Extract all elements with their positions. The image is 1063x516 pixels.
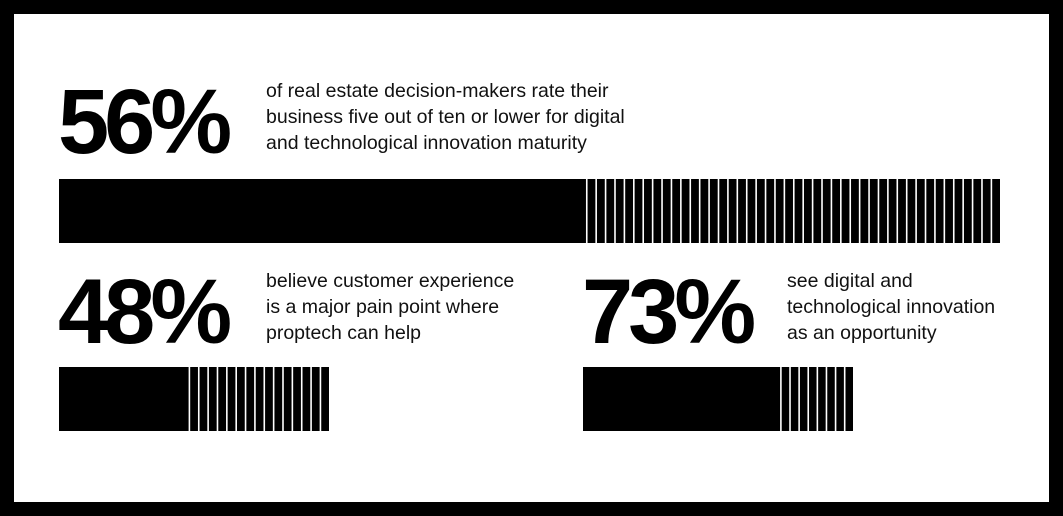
- progress-bar-remainder-segment: [756, 179, 765, 243]
- progress-bar-remainder-segment: [719, 179, 728, 243]
- progress-bar-remainder-segment: [898, 179, 906, 243]
- stat-2-progress-bar: [59, 367, 329, 431]
- progress-bar-remainder-segment: [963, 179, 972, 243]
- progress-bar-remainder-segment: [738, 179, 746, 243]
- stat-3-progress-bar: [583, 367, 853, 431]
- progress-bar-remainder-segment: [218, 367, 227, 431]
- progress-bar-remainder-segment: [321, 367, 329, 431]
- progress-bar-remainder-segment: [845, 367, 853, 431]
- progress-bar-remainder-segment: [935, 179, 944, 243]
- progress-bar-remainder-segment: [869, 179, 878, 243]
- progress-bar-remainder-segment: [818, 367, 826, 431]
- progress-bar-remainder-segment: [781, 367, 790, 431]
- stat-2-description-line: is a major pain point where: [266, 296, 500, 318]
- progress-bar-fill: [59, 179, 586, 243]
- progress-bar-remainder-segment: [860, 179, 869, 243]
- progress-bar-remainder-segment: [973, 179, 982, 243]
- stat-3-percentage: 73%: [582, 261, 756, 363]
- progress-bar-remainder-segment: [954, 179, 963, 243]
- progress-bar-remainder-segment: [841, 179, 850, 243]
- progress-bar-remainder-segment: [606, 179, 615, 243]
- progress-bar-remainder-segment: [888, 179, 897, 243]
- progress-bar-remainder-segment: [785, 179, 793, 243]
- progress-bar-remainder-segment: [832, 179, 841, 243]
- stat-3-description-line: as an opportunity: [787, 322, 937, 344]
- stat-1-description-line: business five out of ten or lower for di…: [266, 106, 625, 128]
- progress-bar-remainder-segment: [813, 179, 822, 243]
- progress-bar-remainder-segment: [700, 179, 709, 243]
- progress-bar-remainder-segment: [790, 367, 799, 431]
- progress-bar-remainder-segment: [237, 367, 245, 431]
- progress-bar-remainder-segment: [794, 179, 803, 243]
- progress-bar-remainder-segment: [822, 179, 831, 243]
- stat-3-description: see digital and technological innovation…: [787, 268, 995, 346]
- progress-bar-remainder-segment: [803, 179, 812, 243]
- progress-bar-remainder-segment: [199, 367, 208, 431]
- progress-bar-remainder-segment: [311, 367, 320, 431]
- progress-bar-remainder-segment: [662, 179, 671, 243]
- progress-bar-remainder-segment: [747, 179, 756, 243]
- progress-bar-remainder-segment: [587, 179, 596, 243]
- progress-bar-remainder-segment: [190, 367, 198, 431]
- progress-bar-remainder-segment: [208, 367, 217, 431]
- progress-bar-remainder-segment: [809, 367, 817, 431]
- progress-bar-remainder-segment: [274, 367, 283, 431]
- progress-bar-svg: [59, 367, 329, 431]
- stat-3-description-line: technological innovation: [787, 296, 996, 318]
- progress-bar-remainder-segment: [672, 179, 681, 243]
- progress-bar-remainder-segment: [945, 179, 953, 243]
- stat-3-description-line: see digital and: [787, 270, 913, 292]
- progress-bar-remainder-segment: [293, 367, 301, 431]
- progress-bar-remainder-segment: [691, 179, 699, 243]
- progress-bar-remainder-segment: [836, 367, 844, 431]
- progress-bar-remainder-segment: [255, 367, 264, 431]
- progress-bar-remainder-segment: [907, 179, 916, 243]
- stat-2-description-line: proptech can help: [266, 322, 422, 344]
- progress-bar-remainder-segment: [634, 179, 643, 243]
- progress-bar-fill: [583, 367, 781, 431]
- progress-bar-remainder-segment: [916, 179, 925, 243]
- progress-bar-remainder-segment: [227, 367, 236, 431]
- progress-bar-remainder-segment: [681, 179, 690, 243]
- progress-bar-remainder-segment: [775, 179, 784, 243]
- progress-bar-svg: [59, 179, 1000, 243]
- progress-bar-remainder-segment: [644, 179, 652, 243]
- stat-2-description: believe customer experience is a major p…: [266, 268, 514, 346]
- infographic-card: 56% of real estate decision-makers rate …: [14, 14, 1049, 502]
- progress-bar-remainder-segment: [728, 179, 737, 243]
- progress-bar-remainder-segment: [302, 367, 311, 431]
- progress-bar-remainder-segment: [596, 179, 605, 243]
- stat-1-percentage: 56%: [58, 71, 232, 173]
- progress-bar-svg: [583, 367, 853, 431]
- progress-bar-remainder-segment: [926, 179, 935, 243]
- progress-bar-fill: [59, 367, 189, 431]
- progress-bar-remainder-segment: [879, 179, 888, 243]
- progress-bar-remainder-segment: [653, 179, 662, 243]
- stat-2-percentage: 48%: [58, 261, 232, 363]
- progress-bar-remainder-segment: [709, 179, 718, 243]
- stat-1-description-line: of real estate decision-makers rate thei…: [266, 80, 609, 102]
- progress-bar-remainder-segment: [615, 179, 624, 243]
- stat-1-description: of real estate decision-makers rate thei…: [266, 78, 625, 156]
- progress-bar-remainder-segment: [625, 179, 634, 243]
- progress-bar-remainder-segment: [283, 367, 292, 431]
- progress-bar-remainder-segment: [992, 179, 1000, 243]
- progress-bar-remainder-segment: [246, 367, 255, 431]
- stat-1-progress-bar: [59, 179, 1000, 243]
- progress-bar-remainder-segment: [766, 179, 775, 243]
- stat-1-description-line: and technological innovation maturity: [266, 132, 587, 154]
- progress-bar-remainder-segment: [827, 367, 835, 431]
- progress-bar-remainder-segment: [851, 179, 859, 243]
- stat-2-description-line: believe customer experience: [266, 270, 515, 292]
- progress-bar-remainder-segment: [982, 179, 991, 243]
- progress-bar-remainder-segment: [265, 367, 273, 431]
- progress-bar-remainder-segment: [799, 367, 808, 431]
